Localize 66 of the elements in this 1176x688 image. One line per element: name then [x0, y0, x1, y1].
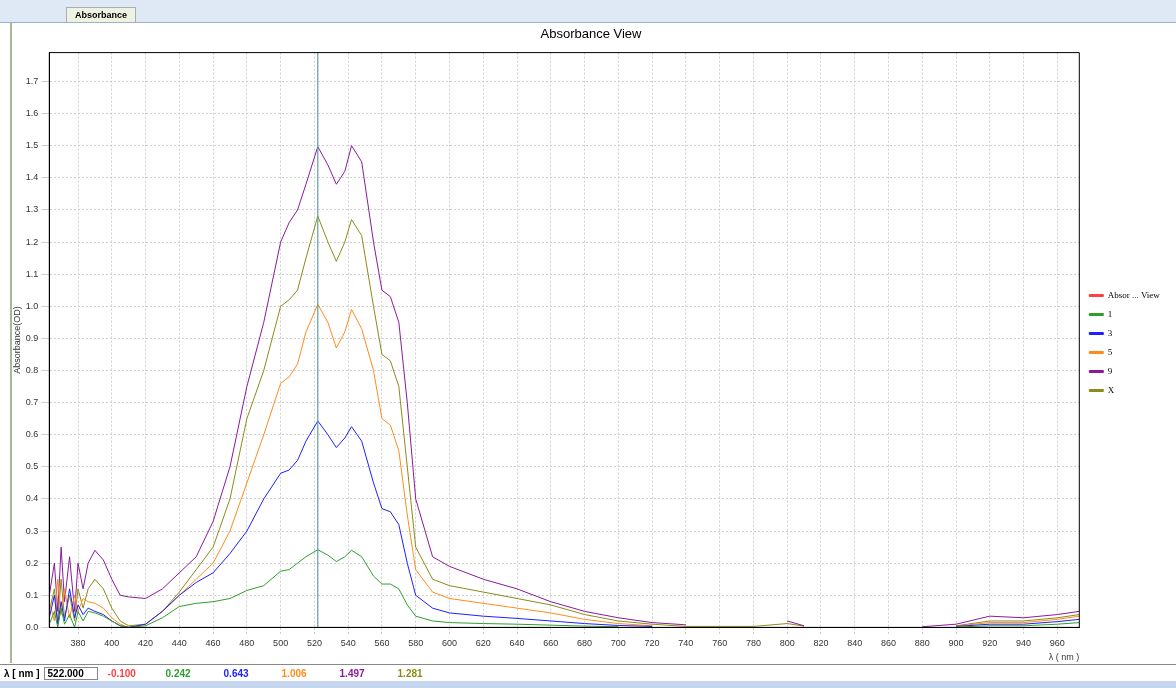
x-tick-label: 960 — [1049, 638, 1065, 649]
x-tick-label: 740 — [678, 638, 694, 649]
x-tick-label: 520 — [306, 638, 322, 649]
x-tick-label: 400 — [104, 638, 120, 649]
y-tick-label: 1.3 — [25, 204, 39, 215]
legend-label: 3 — [1107, 327, 1113, 338]
x-tick-label: 840 — [847, 638, 863, 649]
x-tick-label: 780 — [745, 638, 761, 649]
text: 0.643 — [222, 667, 250, 679]
text: 1.006 — [280, 667, 308, 679]
x-tick-label: 700 — [610, 638, 626, 649]
x-tick-label: 500 — [273, 638, 289, 649]
y-tick-label: 0.1 — [25, 589, 39, 600]
legend-label: 9 — [1107, 365, 1113, 376]
y-tick-label: 1.7 — [25, 75, 39, 86]
x-tick-label: 580 — [408, 638, 424, 649]
y-tick-label: 1.2 — [25, 236, 39, 247]
y-tick-label: 0.5 — [25, 461, 39, 472]
y-tick-label: 0.4 — [25, 493, 39, 504]
x-tick-label: 380 — [70, 638, 86, 649]
x-tick-label: 540 — [340, 638, 356, 649]
x-tick-label: 600 — [441, 638, 457, 649]
x-tick-label: 720 — [644, 638, 660, 649]
legend-label: X — [1107, 384, 1115, 395]
y-tick-label: 0.0 — [25, 621, 39, 632]
chart-title: Absorbance View — [540, 26, 643, 42]
x-tick-label: 880 — [914, 638, 930, 649]
y-tick-label: 0.8 — [25, 364, 39, 375]
y-tick-label: 0.3 — [25, 525, 39, 536]
y-tick-label: 1.5 — [25, 140, 39, 151]
y-tick-label: 0.7 — [25, 397, 39, 408]
x-tick-label: 420 — [138, 638, 154, 649]
x-tick-label: 660 — [543, 638, 559, 649]
y-tick-label: 1.1 — [25, 268, 39, 279]
legend-label: 1 — [1107, 308, 1113, 319]
x-tick-label: 440 — [171, 638, 187, 649]
x-tick-label: 940 — [1016, 638, 1032, 649]
y-tick-label: 0.6 — [25, 429, 39, 440]
x-tick-label: 680 — [577, 638, 593, 649]
y-tick-label: 1.0 — [25, 300, 39, 311]
x-tick-label: 560 — [374, 638, 390, 649]
y-axis-title: Absorbance(OD) — [11, 306, 22, 374]
text: 522.000 — [43, 666, 98, 680]
x-tick-label: 460 — [205, 638, 221, 649]
text: 1.497 — [338, 667, 366, 679]
x-tick-label: 860 — [880, 638, 897, 649]
x-tick-label: 920 — [982, 638, 998, 649]
legend-label: 5 — [1107, 346, 1113, 357]
text: λ [ nm ] — [3, 667, 41, 679]
y-tick-label: 0.9 — [25, 332, 39, 343]
text: -0.100 — [106, 667, 137, 679]
x-tick-label: 480 — [239, 638, 255, 649]
y-tick-label: 1.6 — [25, 108, 39, 119]
x-tick-label: 760 — [712, 638, 728, 649]
x-tick-label: 620 — [475, 638, 491, 649]
legend-label: Absor ... View — [1107, 289, 1161, 300]
x-tick-label: 900 — [948, 638, 964, 649]
x-tick-label: 820 — [813, 638, 829, 649]
x-tick-label: 800 — [779, 638, 795, 649]
x-tick-label: 640 — [509, 638, 525, 649]
x-axis-title: λ ( nm ) — [1048, 652, 1080, 663]
text: 1.281 — [396, 667, 424, 679]
y-tick-label: 1.4 — [25, 172, 39, 183]
text: Absorbance — [66, 7, 137, 22]
text: 0.242 — [164, 667, 192, 679]
y-tick-label: 0.2 — [25, 557, 39, 568]
